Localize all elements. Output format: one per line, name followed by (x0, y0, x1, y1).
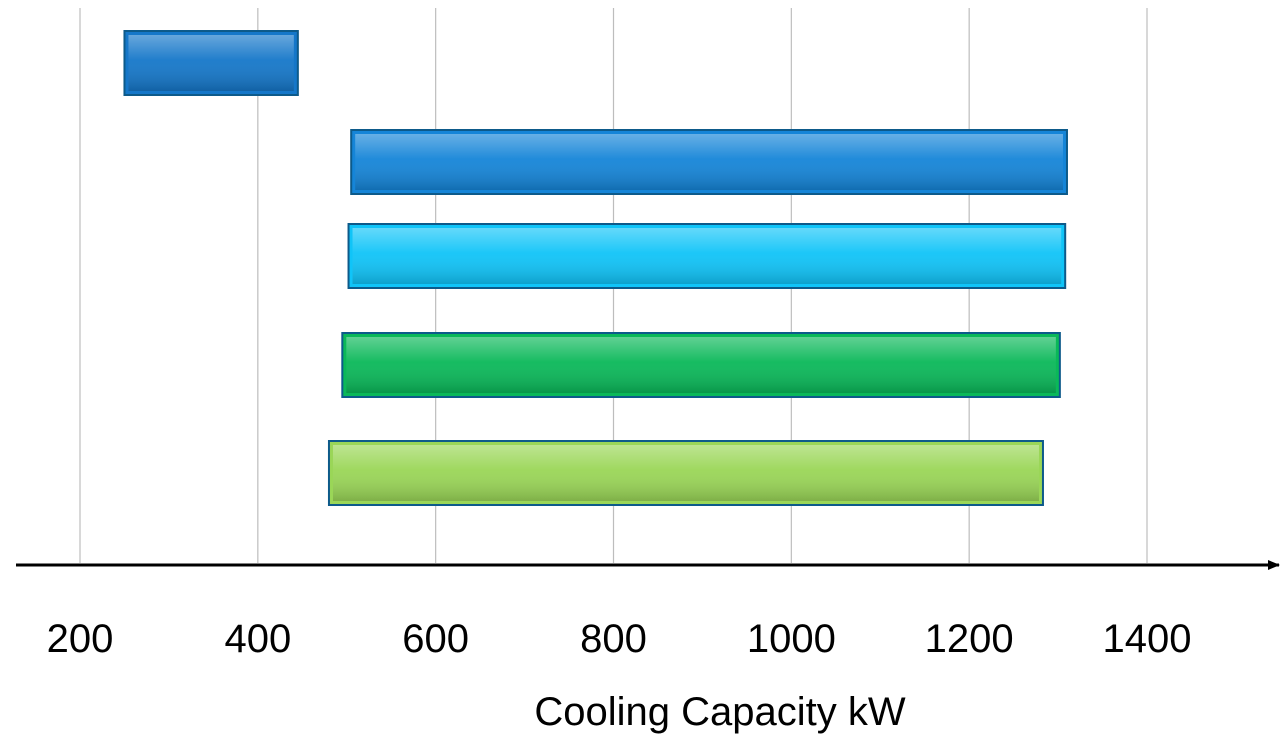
range-bar (347, 223, 1067, 289)
range-bar-bevel (355, 134, 1063, 190)
range-bar (123, 30, 299, 96)
x-axis-title: Cooling Capacity kW (534, 690, 905, 734)
x-tick-label: 200 (47, 617, 114, 661)
x-tick-label: 1000 (747, 617, 836, 661)
x-tick-labels: 200 400 600 800 1000 1200 1400 (47, 617, 1192, 661)
range-bar (341, 332, 1061, 398)
x-tick-label: 1400 (1103, 617, 1192, 661)
range-bar-bevel (352, 228, 1062, 284)
range-bars (123, 30, 1068, 506)
range-bar-bevel (332, 445, 1039, 501)
range-bar (350, 129, 1068, 195)
range-bar (327, 440, 1044, 506)
x-tick-label: 400 (224, 617, 291, 661)
range-bar-bevel (346, 337, 1056, 393)
x-tick-label: 800 (580, 617, 647, 661)
x-tick-label: 1200 (925, 617, 1014, 661)
range-bar-bevel (128, 35, 294, 91)
x-tick-label: 600 (402, 617, 469, 661)
